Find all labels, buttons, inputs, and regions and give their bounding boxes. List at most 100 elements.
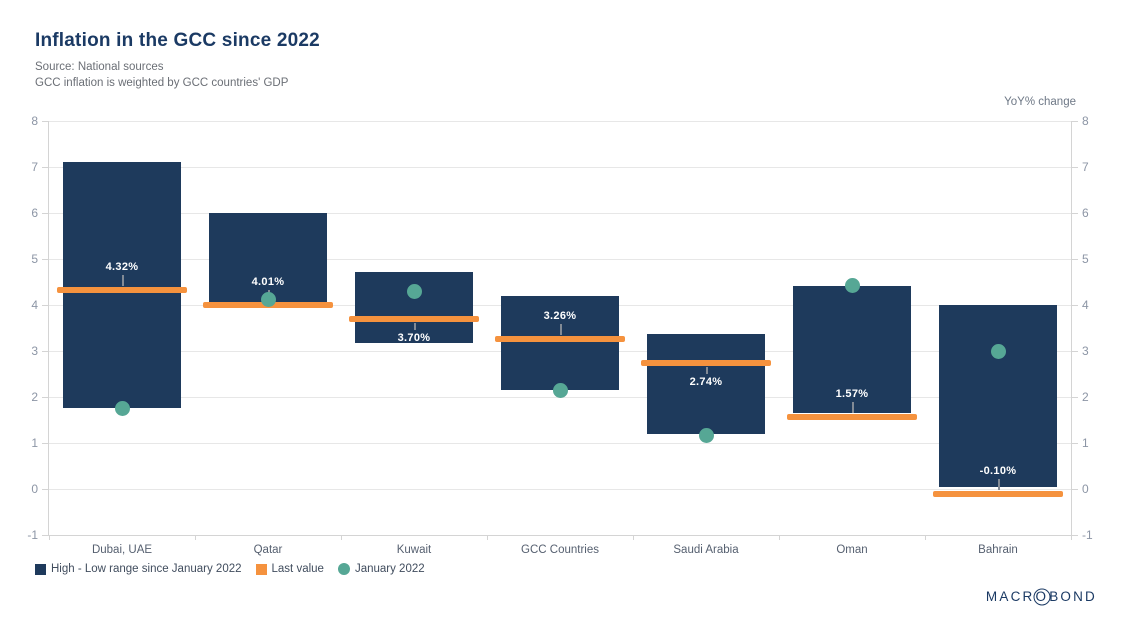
y-axis-label-left: 1 [31,436,38,450]
legend-item-last-value: Last value [255,563,324,575]
x-axis-label: GCC Countries [521,544,599,556]
value-label: 4.32% [105,261,139,274]
x-axis-tick [341,535,342,540]
note-line: GCC inflation is weighted by GCC countri… [35,76,289,89]
x-axis-label: Bahrain [978,544,1018,556]
source-line: Source: National sources [35,61,164,73]
range-bar [939,305,1057,487]
y-axis-tick [1072,305,1078,306]
jan-2022-dot [990,343,1006,359]
y-axis-tick [42,213,48,214]
y-axis-tick [1072,213,1078,214]
x-axis-tick [779,535,780,540]
range-bar [501,295,619,391]
y-axis-label-right: -1 [1082,528,1093,542]
last-value-line [349,315,479,322]
y-axis-tick [1072,167,1078,168]
last-value-line [933,490,1063,497]
jan-2022-dot [114,401,130,416]
y-axis-tick [42,259,48,260]
x-axis-label: Dubai, UAE [91,544,153,556]
x-axis-label: Oman [836,544,868,556]
x-axis-tick [633,535,634,540]
legend-item-january-2022: January 2022 [337,563,425,575]
y-axis-label-right: 8 [1082,114,1089,128]
y-axis-label-right: 2 [1082,390,1089,404]
jan-2022-dot [260,291,276,307]
chart-subtitle: Source: National sources GCC inflation i… [35,60,288,91]
x-axis-tick [1071,535,1072,540]
value-label: 2.74% [689,375,723,388]
y-axis-unit-label: YoY% change [1004,96,1076,108]
y-axis-label-left: 5 [31,252,38,266]
value-label: 3.70% [397,331,431,344]
label-pointer-line [852,401,854,413]
logo-text: MACR [985,589,1035,604]
jan-2022-dot [406,283,422,299]
label-pointer-line [706,366,708,374]
last-value-line [787,413,917,420]
logo-text: BOND [1049,589,1097,604]
y-axis-label-left: 7 [31,160,38,174]
y-axis-tick [1072,489,1078,490]
range-bar [647,333,765,434]
legend-label: Last value [271,563,324,575]
grid-line [49,167,1071,168]
y-axis-label-left: 6 [31,206,38,220]
jan-2022-dot [844,278,860,294]
range-bar [793,285,911,414]
value-label: 1.57% [835,387,869,400]
grid-line [49,213,1071,214]
label-pointer-line [560,324,562,336]
y-axis-label-left: 8 [31,114,38,128]
legend-item-range: High - Low range since January 2022 [35,563,242,575]
y-axis-tick [1072,397,1078,398]
y-axis-tick [42,397,48,398]
y-axis-label-left: 4 [31,298,38,312]
x-axis-label: Saudi Arabia [673,544,739,556]
legend-label: High - Low range since January 2022 [51,563,242,575]
y-axis-tick [1072,535,1078,536]
y-axis-label-left: 0 [31,482,38,496]
y-axis-tick [1072,259,1078,260]
chart-title: Inflation in the GCC since 2022 [35,30,320,51]
legend-label: January 2022 [354,563,425,575]
legend: High - Low range since January 2022 Last… [35,563,425,575]
y-axis-tick [42,305,48,306]
y-axis-label-left: -1 [27,528,38,542]
last-value-line [641,359,771,366]
logo-ring-o-icon: O [1035,589,1049,604]
jan-2022-dot [552,382,568,398]
label-pointer-line [122,275,124,287]
plot-area: 8 8 7 7 6 6 5 5 4 4 3 3 2 2 1 1 0 0 -1 -1 4.32% Dubai, UAE 4.0… [27,114,1092,556]
y-axis-tick [42,489,48,490]
y-axis-tick [1072,351,1078,352]
x-axis-tick [487,535,488,540]
value-label: 4.01% [251,275,285,288]
x-axis-tick [49,535,50,540]
grid-line [49,259,1071,260]
last-value-line [57,287,187,294]
macrobond-logo: MACR O BOND [986,589,1097,604]
range-bar [209,213,327,303]
y-axis-tick [42,121,48,122]
grid-line [49,489,1071,490]
y-axis-label-left: 2 [31,390,38,404]
y-axis-label-right: 6 [1082,206,1089,220]
grid-line [49,121,1071,122]
y-axis-label-right: 1 [1082,436,1089,450]
jan-2022-dot [698,427,714,443]
x-axis-label: Qatar [253,544,283,556]
grid-line [49,443,1071,444]
label-pointer-line [998,478,1000,490]
label-pointer-line [414,322,416,330]
y-axis-label-right: 0 [1082,482,1089,496]
y-axis-tick [1072,443,1078,444]
x-axis-tick [195,535,196,540]
range-swatch-icon [35,563,46,575]
last-value-line [495,336,625,343]
y-axis-label-left: 3 [31,344,38,358]
y-axis-label-right: 3 [1082,344,1089,358]
value-label: 3.26% [543,310,577,323]
y-axis-tick [42,443,48,444]
